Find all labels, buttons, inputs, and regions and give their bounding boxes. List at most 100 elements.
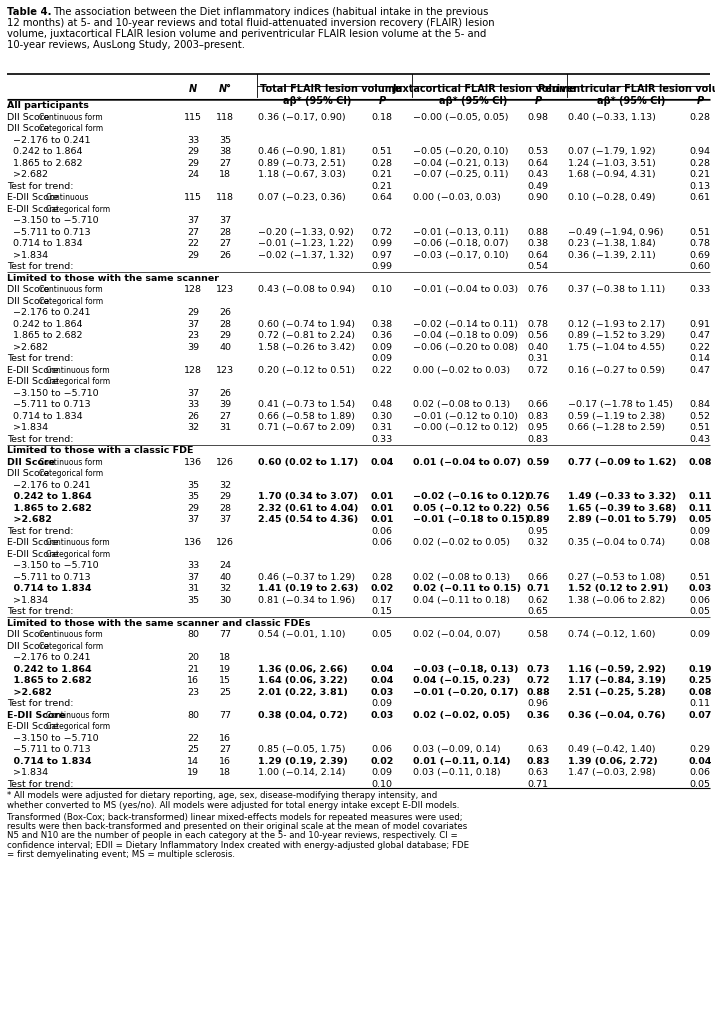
Text: 18: 18 — [219, 768, 231, 777]
Text: 35: 35 — [187, 493, 199, 501]
Text: 0.60 (−0.74 to 1.94): 0.60 (−0.74 to 1.94) — [258, 319, 355, 329]
Text: 1.17 (−0.84, 3.19): 1.17 (−0.84, 3.19) — [568, 676, 666, 685]
Text: 32: 32 — [187, 423, 199, 432]
Text: 37: 37 — [187, 216, 199, 225]
Text: 0.06: 0.06 — [689, 596, 711, 605]
Text: 77: 77 — [219, 630, 231, 639]
Text: 0.98: 0.98 — [528, 113, 548, 122]
Text: 21: 21 — [187, 665, 199, 674]
Text: 1.24 (−1.03, 3.51): 1.24 (−1.03, 3.51) — [568, 159, 656, 168]
Text: 2.45 (0.54 to 4.36): 2.45 (0.54 to 4.36) — [258, 515, 358, 524]
Text: −3.150 to −5.710: −3.150 to −5.710 — [7, 734, 99, 742]
Text: 0.01: 0.01 — [370, 493, 394, 501]
Text: Continuous form: Continuous form — [46, 711, 109, 720]
Text: DII Score: DII Score — [7, 630, 49, 639]
Text: −0.02 (−0.16 to 0.12): −0.02 (−0.16 to 0.12) — [413, 493, 529, 501]
Text: 115: 115 — [184, 113, 202, 122]
Text: 126: 126 — [216, 539, 234, 547]
Text: 26: 26 — [187, 412, 199, 421]
Text: 0.46 (−0.90, 1.81): 0.46 (−0.90, 1.81) — [258, 147, 345, 157]
Text: 0.02 (−0.04, 0.07): 0.02 (−0.04, 0.07) — [413, 630, 500, 639]
Text: 136: 136 — [184, 458, 202, 467]
Text: 29: 29 — [187, 308, 199, 317]
Text: 1.865 to 2.682: 1.865 to 2.682 — [7, 676, 92, 685]
Text: 0.04 (−0.11 to 0.18): 0.04 (−0.11 to 0.18) — [413, 596, 510, 605]
Text: 0.32: 0.32 — [528, 539, 548, 547]
Text: >2.682: >2.682 — [7, 343, 48, 351]
Text: The association between the Diet inflammatory indices (habitual intake in the pr: The association between the Diet inflamm… — [53, 7, 488, 17]
Text: Periventricular FLAIR lesion volume: Periventricular FLAIR lesion volume — [538, 84, 715, 94]
Text: 0.714 to 1.834: 0.714 to 1.834 — [7, 585, 92, 593]
Text: −3.150 to −5.710: −3.150 to −5.710 — [7, 561, 99, 570]
Text: 0.09: 0.09 — [689, 526, 711, 536]
Text: 1.39 (0.06, 2.72): 1.39 (0.06, 2.72) — [568, 757, 658, 766]
Text: 0.64: 0.64 — [528, 251, 548, 260]
Text: P: P — [378, 96, 385, 105]
Text: Limited to those with the same scanner and classic FDEs: Limited to those with the same scanner a… — [7, 618, 310, 628]
Text: 0.89 (−1.52 to 3.29): 0.89 (−1.52 to 3.29) — [568, 331, 665, 340]
Text: 0.27 (−0.53 to 1.08): 0.27 (−0.53 to 1.08) — [568, 572, 665, 582]
Text: 0.83: 0.83 — [528, 412, 548, 421]
Text: Table 4.: Table 4. — [7, 7, 51, 17]
Text: 19: 19 — [219, 665, 231, 674]
Text: * All models were adjusted for dietary reporting, age, sex, disease-modifying th: * All models were adjusted for dietary r… — [7, 792, 438, 800]
Text: −0.20 (−1.33, 0.92): −0.20 (−1.33, 0.92) — [258, 227, 354, 237]
Text: 0.36: 0.36 — [526, 711, 550, 720]
Text: 0.242 to 1.864: 0.242 to 1.864 — [7, 493, 92, 501]
Text: 0.95: 0.95 — [528, 423, 548, 432]
Text: 33: 33 — [187, 400, 199, 410]
Text: 0.84: 0.84 — [689, 400, 711, 410]
Text: Continuous: Continuous — [46, 194, 89, 202]
Text: 26: 26 — [219, 389, 231, 397]
Text: −2.176 to 0.241: −2.176 to 0.241 — [7, 136, 91, 144]
Text: −0.04 (−0.18 to 0.09): −0.04 (−0.18 to 0.09) — [413, 331, 518, 340]
Text: 29: 29 — [187, 159, 199, 168]
Text: −0.01 (−0.12 to 0.10): −0.01 (−0.12 to 0.10) — [413, 412, 518, 421]
Text: Categorical form: Categorical form — [39, 642, 103, 650]
Text: 19: 19 — [187, 768, 199, 777]
Text: 0.10: 0.10 — [372, 286, 393, 294]
Text: 118: 118 — [216, 194, 234, 202]
Text: volume, juxtacortical FLAIR lesion volume and periventricular FLAIR lesion volum: volume, juxtacortical FLAIR lesion volum… — [7, 30, 486, 39]
Text: 0.95: 0.95 — [528, 526, 548, 536]
Text: 0.36 (−0.04, 0.76): 0.36 (−0.04, 0.76) — [568, 711, 666, 720]
Text: 1.65 (−0.39 to 3.68): 1.65 (−0.39 to 3.68) — [568, 504, 676, 513]
Text: 0.20 (−0.12 to 0.51): 0.20 (−0.12 to 0.51) — [258, 366, 355, 375]
Text: 0.11: 0.11 — [689, 699, 711, 709]
Text: 23: 23 — [187, 331, 199, 340]
Text: 29: 29 — [219, 331, 231, 340]
Text: 0.47: 0.47 — [689, 366, 711, 375]
Text: 0.01: 0.01 — [370, 504, 394, 513]
Text: 1.29 (0.19, 2.39): 1.29 (0.19, 2.39) — [258, 757, 348, 766]
Text: 0.65: 0.65 — [528, 607, 548, 616]
Text: 28: 28 — [219, 319, 231, 329]
Text: 0.02 (−0.11 to 0.15): 0.02 (−0.11 to 0.15) — [413, 585, 521, 593]
Text: >1.834: >1.834 — [7, 423, 48, 432]
Text: 0.46 (−0.37 to 1.29): 0.46 (−0.37 to 1.29) — [258, 572, 355, 582]
Text: 0.02: 0.02 — [370, 757, 394, 766]
Text: 0.59 (−1.19 to 2.38): 0.59 (−1.19 to 2.38) — [568, 412, 665, 421]
Text: 0.25: 0.25 — [689, 676, 711, 685]
Text: 0.09: 0.09 — [372, 768, 393, 777]
Text: 0.06: 0.06 — [372, 745, 393, 755]
Text: 0.21: 0.21 — [372, 170, 393, 179]
Text: 0.64: 0.64 — [372, 194, 393, 202]
Text: 0.56: 0.56 — [526, 504, 550, 513]
Text: E-DII Score: E-DII Score — [7, 366, 59, 375]
Text: 0.04: 0.04 — [370, 458, 394, 467]
Text: 0.714 to 1.834: 0.714 to 1.834 — [7, 412, 83, 421]
Text: 16: 16 — [219, 734, 231, 742]
Text: N: N — [189, 84, 197, 94]
Text: −0.05 (−0.20, 0.10): −0.05 (−0.20, 0.10) — [413, 147, 508, 157]
Text: Test for trend:: Test for trend: — [7, 435, 74, 443]
Text: 0.04: 0.04 — [689, 757, 711, 766]
Text: Test for trend:: Test for trend: — [7, 262, 74, 271]
Text: 0.40: 0.40 — [528, 343, 548, 351]
Text: Categorical form: Categorical form — [46, 377, 110, 386]
Text: 77: 77 — [219, 711, 231, 720]
Text: >2.682: >2.682 — [7, 688, 52, 696]
Text: 1.68 (−0.94, 4.31): 1.68 (−0.94, 4.31) — [568, 170, 656, 179]
Text: 25: 25 — [187, 745, 199, 755]
Text: 0.40 (−0.33, 1.13): 0.40 (−0.33, 1.13) — [568, 113, 656, 122]
Text: 0.18: 0.18 — [372, 113, 393, 122]
